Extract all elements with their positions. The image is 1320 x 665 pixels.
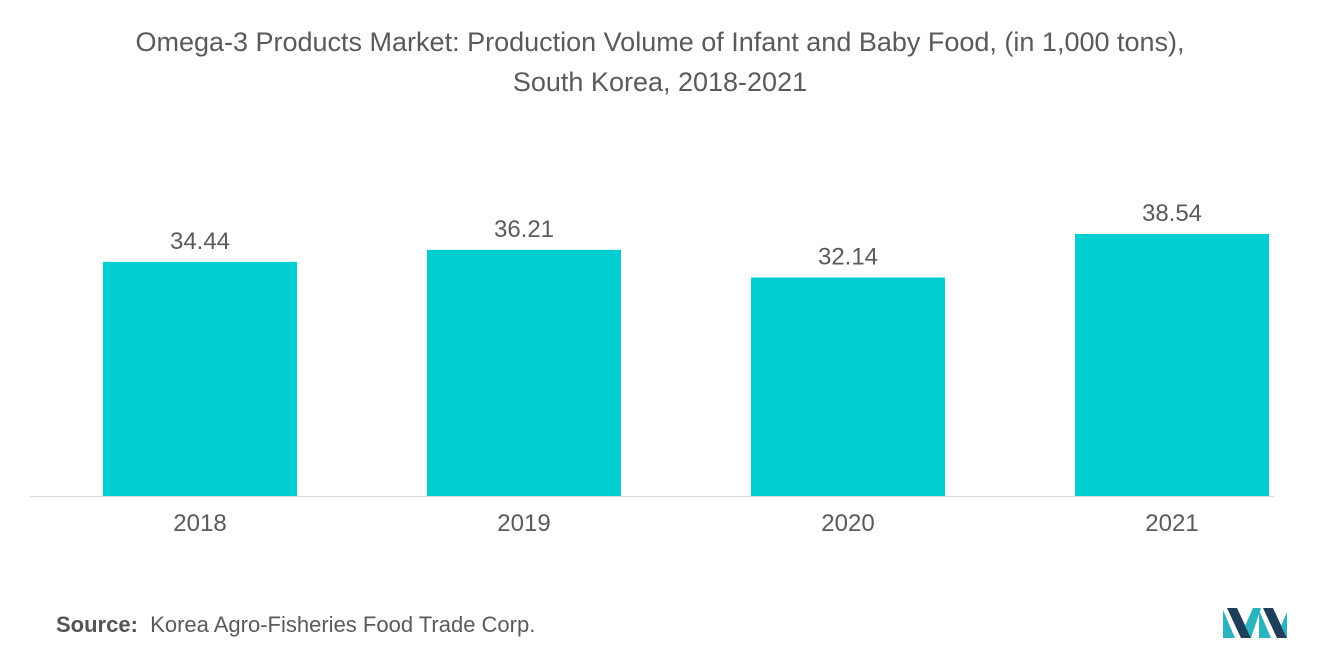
bar-chart: 34.44 2018 36.21 2019 32.14 2020 38.54 2021 [30, 200, 1274, 537]
data-label-2021: 38.54 [1142, 200, 1202, 227]
data-label-2019: 36.21 [494, 216, 554, 243]
bar-2019 [427, 249, 621, 496]
chart-title-block: Omega-3 Products Market: Production Volu… [0, 22, 1320, 102]
mordor-intelligence-logo-icon [1223, 608, 1287, 638]
chart-title: Omega-3 Products Market: Production Volu… [135, 27, 1185, 57]
x-tick-label-2018: 2018 [173, 510, 226, 537]
x-tick-label-2019: 2019 [497, 510, 550, 537]
source-text: Korea Agro-Fisheries Food Trade Corp. [150, 612, 536, 637]
bar-2020 [751, 277, 945, 496]
source-label: Source: [56, 612, 138, 637]
bar-2021 [1075, 234, 1269, 496]
source-note: Source: Korea Agro-Fisheries Food Trade … [56, 612, 535, 638]
data-label-2018: 34.44 [170, 228, 230, 255]
bar-2018 [103, 261, 297, 496]
chart-subtitle: South Korea, 2018-2021 [512, 67, 808, 97]
data-label-2020: 32.14 [818, 244, 878, 271]
x-tick-label-2020: 2020 [821, 510, 874, 537]
x-tick-label-2021: 2021 [1145, 510, 1198, 537]
